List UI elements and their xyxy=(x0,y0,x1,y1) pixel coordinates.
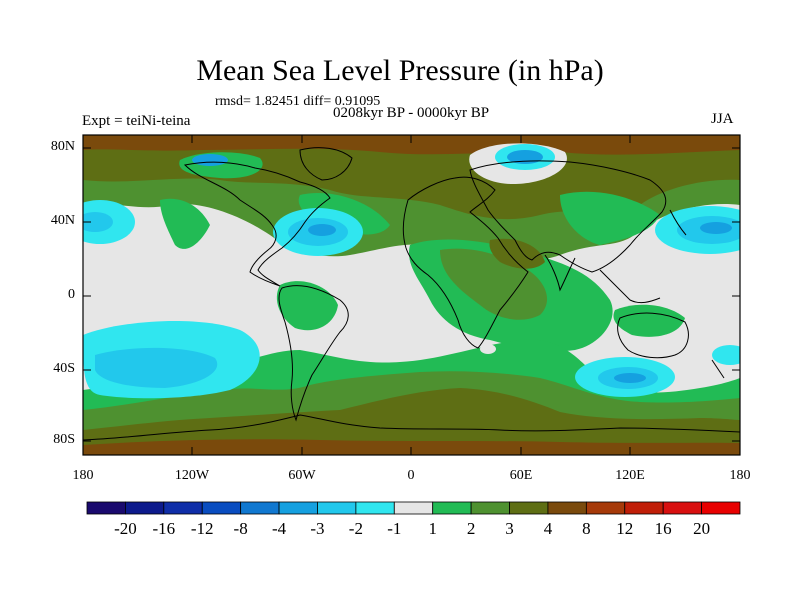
white-patch-madagascar xyxy=(480,344,496,354)
low-greenland xyxy=(192,154,228,166)
lon-label-120w: 120W xyxy=(174,468,210,483)
colorbar-label-5: -3 xyxy=(310,519,325,538)
low-tasman xyxy=(712,345,740,365)
colorbar-label-1: -16 xyxy=(152,519,176,538)
coast-greenland xyxy=(299,147,353,181)
samerica-green xyxy=(276,281,338,331)
colorbar-swatch-8 xyxy=(393,501,434,515)
colorbar-label-10: 3 xyxy=(505,519,514,538)
green-east xyxy=(160,198,210,249)
colorbar-swatch-4 xyxy=(240,501,280,515)
south-brown xyxy=(83,388,740,455)
colorbar-swatch-16 xyxy=(701,501,741,515)
stats-line: rmsd= 1.82451 diff= 0.91095 xyxy=(215,94,381,109)
green-asia xyxy=(560,191,660,245)
lon-label-60e: 60E xyxy=(509,468,533,483)
low-npacific-west-inner xyxy=(83,212,113,232)
lat-label-40n: 40N xyxy=(50,213,75,228)
colorbar-label-6: -2 xyxy=(348,519,363,538)
colorbar-swatch-14 xyxy=(624,501,664,515)
colorbar-label-15: 20 xyxy=(693,519,711,538)
coast-australia xyxy=(617,312,689,359)
low-sindian-core xyxy=(614,373,646,383)
colorbar-label-12: 8 xyxy=(582,519,591,538)
experiment-label: Expt = teiNi-teina xyxy=(82,113,191,129)
period-line: 0208kyr BP - 0000kyr BP xyxy=(332,105,490,121)
colorbar-label-11: 4 xyxy=(543,519,553,538)
lon-label-180e: 180 xyxy=(729,468,751,483)
lon-label-180w: 180 xyxy=(72,468,94,483)
coast-antarctica xyxy=(83,414,740,441)
low-natlantic-core xyxy=(308,224,336,236)
colorbar-swatch-6 xyxy=(317,501,357,515)
colorbar-label-8: 1 xyxy=(428,519,437,538)
pressure-field xyxy=(83,135,740,455)
low-spacific-inner xyxy=(95,347,218,388)
coast-se-asia xyxy=(599,269,661,304)
colorbar-swatch-15 xyxy=(662,501,702,515)
colorbar-label-7: -1 xyxy=(387,519,402,538)
colorbar-swatch-0 xyxy=(86,501,126,515)
colorbar-label-4: -4 xyxy=(271,519,287,538)
coast-india xyxy=(544,254,576,292)
colorbar-swatch-13 xyxy=(585,501,626,515)
lon-label-0: 0 xyxy=(407,468,415,483)
colorbar-swatch-7 xyxy=(355,501,395,515)
colorbar-label-13: 12 xyxy=(616,519,634,538)
coast-nz xyxy=(711,359,725,379)
colorbar-label-0: -20 xyxy=(114,519,137,538)
plot-title: Mean Sea Level Pressure (in hPa) xyxy=(196,54,604,87)
coastlines xyxy=(83,147,740,441)
coast-japan xyxy=(669,209,687,236)
colorbar-swatch-10 xyxy=(470,501,510,515)
colorbar-swatch-3 xyxy=(201,501,242,515)
colorbar-swatch-1 xyxy=(125,501,165,515)
lat-label-80s: 80S xyxy=(53,432,75,447)
australia-green xyxy=(613,304,685,337)
colorbar-label-14: 16 xyxy=(654,519,672,538)
coast-asia xyxy=(469,160,667,273)
colorbar-swatch-5 xyxy=(278,501,318,515)
axis-ticks xyxy=(83,135,740,455)
lon-label-60w: 60W xyxy=(288,468,316,483)
north-darkbrown xyxy=(83,135,740,155)
lon-label-120e: 120E xyxy=(615,468,645,483)
low-npacific-east-core xyxy=(700,222,732,234)
coast-north-america xyxy=(183,161,331,287)
colorbar-swatch-12 xyxy=(547,501,587,515)
lat-label-40s: 40S xyxy=(53,361,75,376)
coast-south-america xyxy=(278,285,349,422)
colorbar-label-3: -8 xyxy=(233,519,248,538)
lat-label-0: 0 xyxy=(68,287,75,302)
coast-africa-europe xyxy=(402,176,529,349)
colorbar-label-2: -12 xyxy=(190,519,214,538)
colorbar xyxy=(86,501,741,515)
colorbar-label-9: 2 xyxy=(466,519,476,538)
colorbar-swatch-9 xyxy=(432,501,472,515)
lat-label-80n: 80N xyxy=(50,139,75,154)
colorbar-swatch-11 xyxy=(509,501,549,515)
colorbar-swatch-2 xyxy=(163,501,203,515)
season-label: JJA xyxy=(711,111,734,127)
